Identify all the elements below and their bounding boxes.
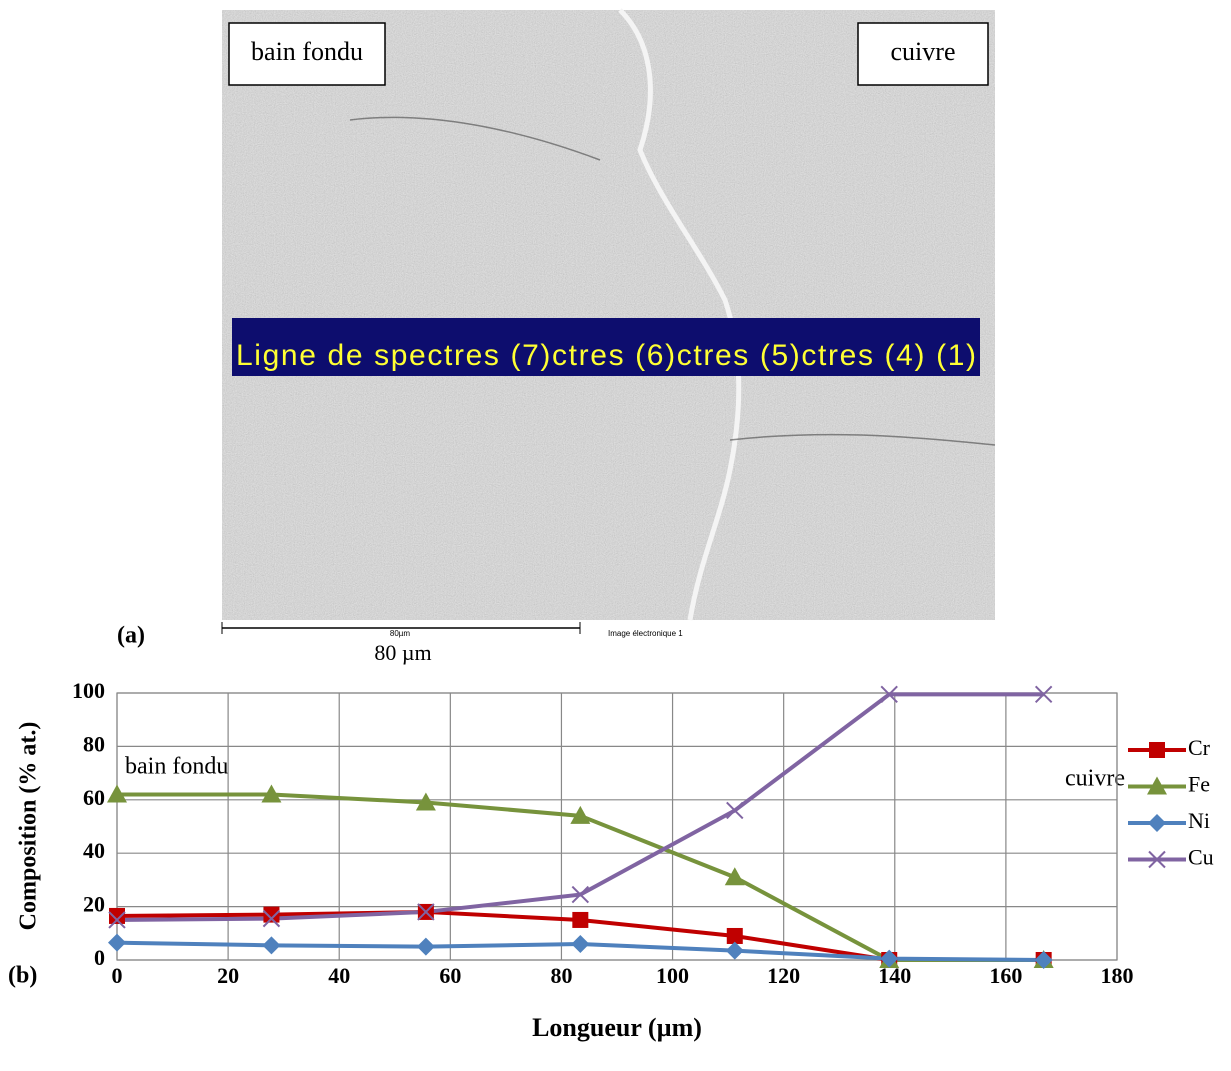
label-box <box>228 22 386 86</box>
marker <box>1149 742 1165 758</box>
marker <box>880 685 898 704</box>
label-box <box>857 22 989 86</box>
marker <box>571 934 590 953</box>
x-tick-label: 40 <box>328 963 350 988</box>
x-tick-label: 180 <box>1101 963 1134 988</box>
image-label: bain fondu <box>251 37 363 66</box>
legend-label: Cu <box>1188 845 1214 870</box>
marker <box>417 903 435 921</box>
x-tick-label: 160 <box>989 963 1022 988</box>
x-tick-label: 60 <box>439 963 461 988</box>
scale-text: 80 µm <box>374 640 431 665</box>
marker <box>108 933 126 952</box>
spectrum-band <box>232 318 980 376</box>
cracks <box>349 116 996 446</box>
sem-tone <box>222 10 995 620</box>
marker <box>415 792 436 811</box>
x-tick-label: 0 <box>112 963 123 988</box>
interface <box>618 8 742 621</box>
annotation: cuivre <box>1065 766 1125 792</box>
legend-label: Fe <box>1188 772 1210 797</box>
legend-label: Ni <box>1188 808 1210 833</box>
scale-bar-label: 80µm <box>390 629 411 638</box>
marker <box>108 911 126 929</box>
image-label: cuivre <box>891 37 956 66</box>
plot-frame <box>116 692 1118 961</box>
marker <box>1148 850 1166 869</box>
panel-label: (a) <box>117 623 145 649</box>
annotation: bain fondu <box>125 754 228 780</box>
marker <box>261 784 282 803</box>
y-tick-label: 0 <box>94 945 105 970</box>
marker <box>262 909 281 928</box>
spectrum-line-label: Ligne de spectres (7)ctres (6)ctres (5)c… <box>236 339 976 372</box>
legend-label: Cr <box>1188 735 1211 760</box>
x-tick-label: 120 <box>767 963 800 988</box>
y-tick-label: 80 <box>83 731 105 756</box>
marker <box>1147 776 1167 795</box>
sem-texture <box>222 10 995 620</box>
x-tick-label: 100 <box>656 963 689 988</box>
marker <box>880 949 899 968</box>
marker <box>726 801 744 820</box>
marker <box>262 936 281 955</box>
x-axis-title: Longueur (µm) <box>532 1013 702 1042</box>
marker <box>263 906 280 923</box>
marker <box>1034 685 1053 704</box>
y-tick-label: 100 <box>72 678 105 703</box>
y-tick-label: 60 <box>83 785 105 810</box>
marker <box>107 784 127 803</box>
marker <box>572 911 589 928</box>
marker <box>726 927 743 944</box>
marker <box>416 937 435 956</box>
marker <box>109 907 125 924</box>
marker <box>570 805 591 824</box>
marker <box>571 885 590 904</box>
marker <box>725 941 744 960</box>
marker <box>1148 814 1166 832</box>
marker <box>1034 951 1053 969</box>
image-caption: Image électronique 1 <box>608 629 683 638</box>
y-tick-label: 20 <box>83 892 105 917</box>
panel-label: (b) <box>8 963 37 989</box>
x-tick-label: 80 <box>550 963 572 988</box>
y-axis-title: Composition (% at.) <box>16 722 42 931</box>
y-tick-label: 40 <box>83 838 105 863</box>
x-tick-label: 20 <box>217 963 239 988</box>
marker <box>724 867 745 886</box>
